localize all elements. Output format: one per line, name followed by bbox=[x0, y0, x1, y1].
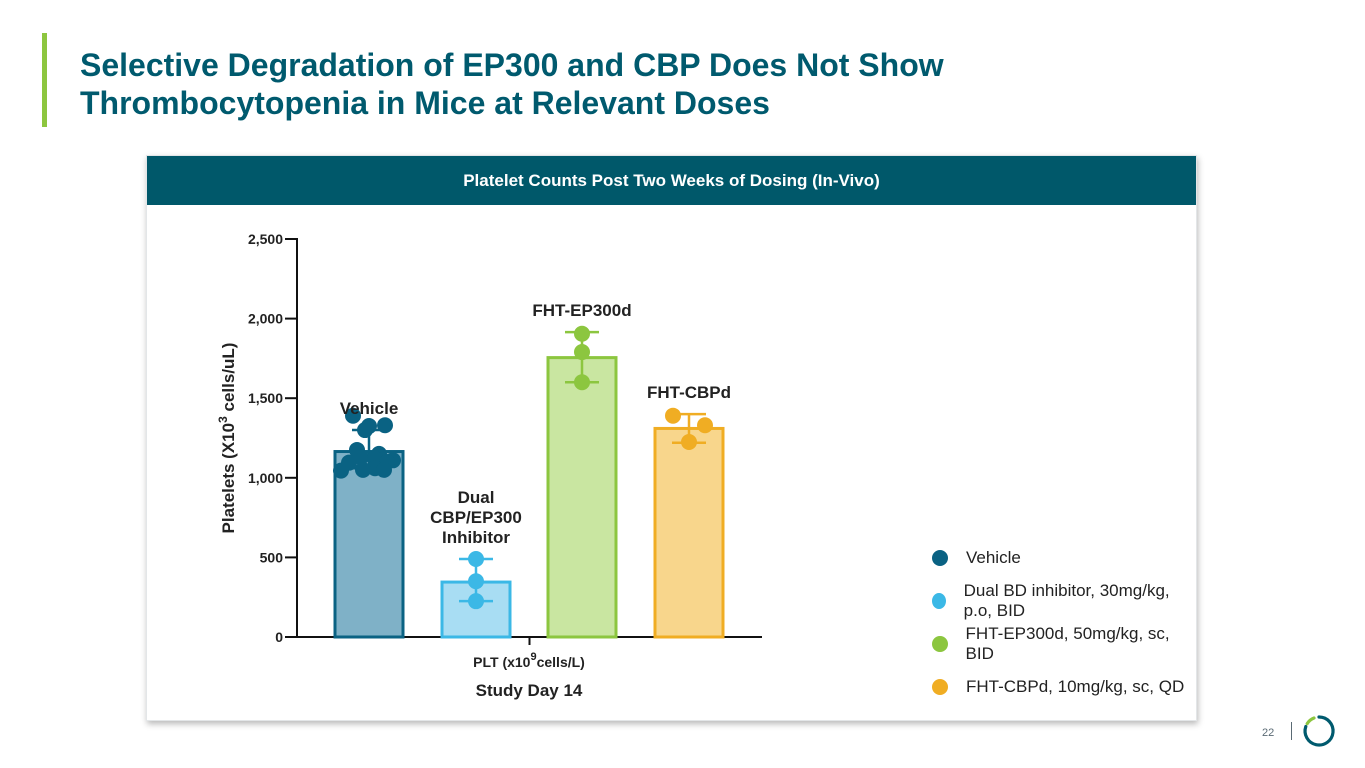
company-logo-icon bbox=[1303, 715, 1335, 747]
legend-label: Vehicle bbox=[966, 547, 1021, 567]
legend-item-1: Dual BD inhibitor, 30mg/kg, p.o, BID bbox=[932, 579, 1196, 622]
data-point-1-2 bbox=[468, 593, 484, 610]
legend-dot-icon bbox=[932, 635, 948, 652]
data-point-0-12 bbox=[355, 461, 371, 478]
x-axis-label: PLT (x109cells/L) bbox=[473, 651, 585, 670]
data-point-0-3 bbox=[357, 422, 373, 439]
bar-label-3-0: FHT-CBPd bbox=[647, 383, 731, 402]
legend-dot-icon bbox=[932, 549, 948, 566]
slide-title-line-2: Thrombocytopenia in Mice at Relevant Dos… bbox=[80, 85, 770, 121]
legend-item-3: FHT-CBPd, 10mg/kg, sc, QD bbox=[932, 665, 1196, 708]
slide-title: Selective Degradation of EP300 and CBP D… bbox=[80, 46, 1080, 122]
data-point-2-0 bbox=[574, 325, 590, 342]
y-tick-label-2000: 2,000 bbox=[248, 311, 283, 327]
legend-item-2: FHT-EP300d, 50mg/kg, sc, BID bbox=[932, 622, 1196, 665]
data-point-1-0 bbox=[468, 550, 484, 567]
y-tick-label-1000: 1,000 bbox=[248, 470, 283, 486]
data-point-3-1 bbox=[697, 417, 713, 434]
y-tick-label-500: 500 bbox=[260, 549, 284, 565]
chart-panel: Platelet Counts Post Two Weeks of Dosing… bbox=[146, 155, 1197, 721]
bar-label-1-2: Inhibitor bbox=[442, 528, 510, 547]
data-point-3-0 bbox=[665, 407, 681, 424]
chart-legend: Vehicle Dual BD inhibitor, 30mg/kg, p.o, … bbox=[932, 536, 1196, 708]
page-number: 22 bbox=[1262, 727, 1275, 739]
bar-3 bbox=[653, 426, 725, 639]
legend-label: FHT-EP300d, 50mg/kg, sc, BID bbox=[965, 623, 1170, 663]
legend-label: Dual BD inhibitor, 30mg/kg, p.o, BID bbox=[963, 580, 1170, 620]
data-point-0-14 bbox=[333, 462, 349, 479]
page-separator bbox=[1291, 722, 1292, 740]
legend-dot-icon bbox=[932, 592, 946, 609]
data-point-0-13 bbox=[376, 461, 392, 478]
data-point-2-1 bbox=[574, 344, 590, 361]
bar-label-0-0: Vehicle bbox=[340, 399, 399, 418]
y-tick-label-0: 0 bbox=[275, 629, 283, 645]
bar-label-2-0: FHT-EP300d bbox=[532, 301, 631, 320]
legend-label: FHT-CBPd, 10mg/kg, sc, QD bbox=[966, 676, 1185, 696]
title-accent-bar bbox=[42, 33, 47, 127]
y-tick-label-1500: 1,500 bbox=[248, 390, 283, 406]
data-point-2-2 bbox=[574, 374, 590, 391]
data-point-3-2 bbox=[681, 433, 697, 450]
data-point-1-1 bbox=[468, 573, 484, 590]
bar-2 bbox=[546, 356, 618, 639]
legend-dot-icon bbox=[932, 678, 948, 695]
legend-item-0: Vehicle bbox=[932, 536, 1196, 579]
data-point-0-6 bbox=[353, 449, 369, 466]
y-tick-label-2500: 2,500 bbox=[248, 231, 283, 247]
bar-label-1-1: CBP/EP300 bbox=[430, 508, 522, 527]
bar-label-1-0: Dual bbox=[458, 488, 495, 507]
bar-0 bbox=[333, 450, 405, 639]
panel-header: Platelet Counts Post Two Weeks of Dosing… bbox=[147, 156, 1196, 205]
y-axis-label: Platelets (X103 cells/uL) bbox=[216, 343, 238, 534]
chart-subtitle: Study Day 14 bbox=[476, 681, 583, 700]
data-point-0-1 bbox=[377, 417, 393, 434]
slide-title-line-1: Selective Degradation of EP300 and CBP D… bbox=[80, 47, 944, 83]
data-point-0-0 bbox=[345, 407, 361, 424]
